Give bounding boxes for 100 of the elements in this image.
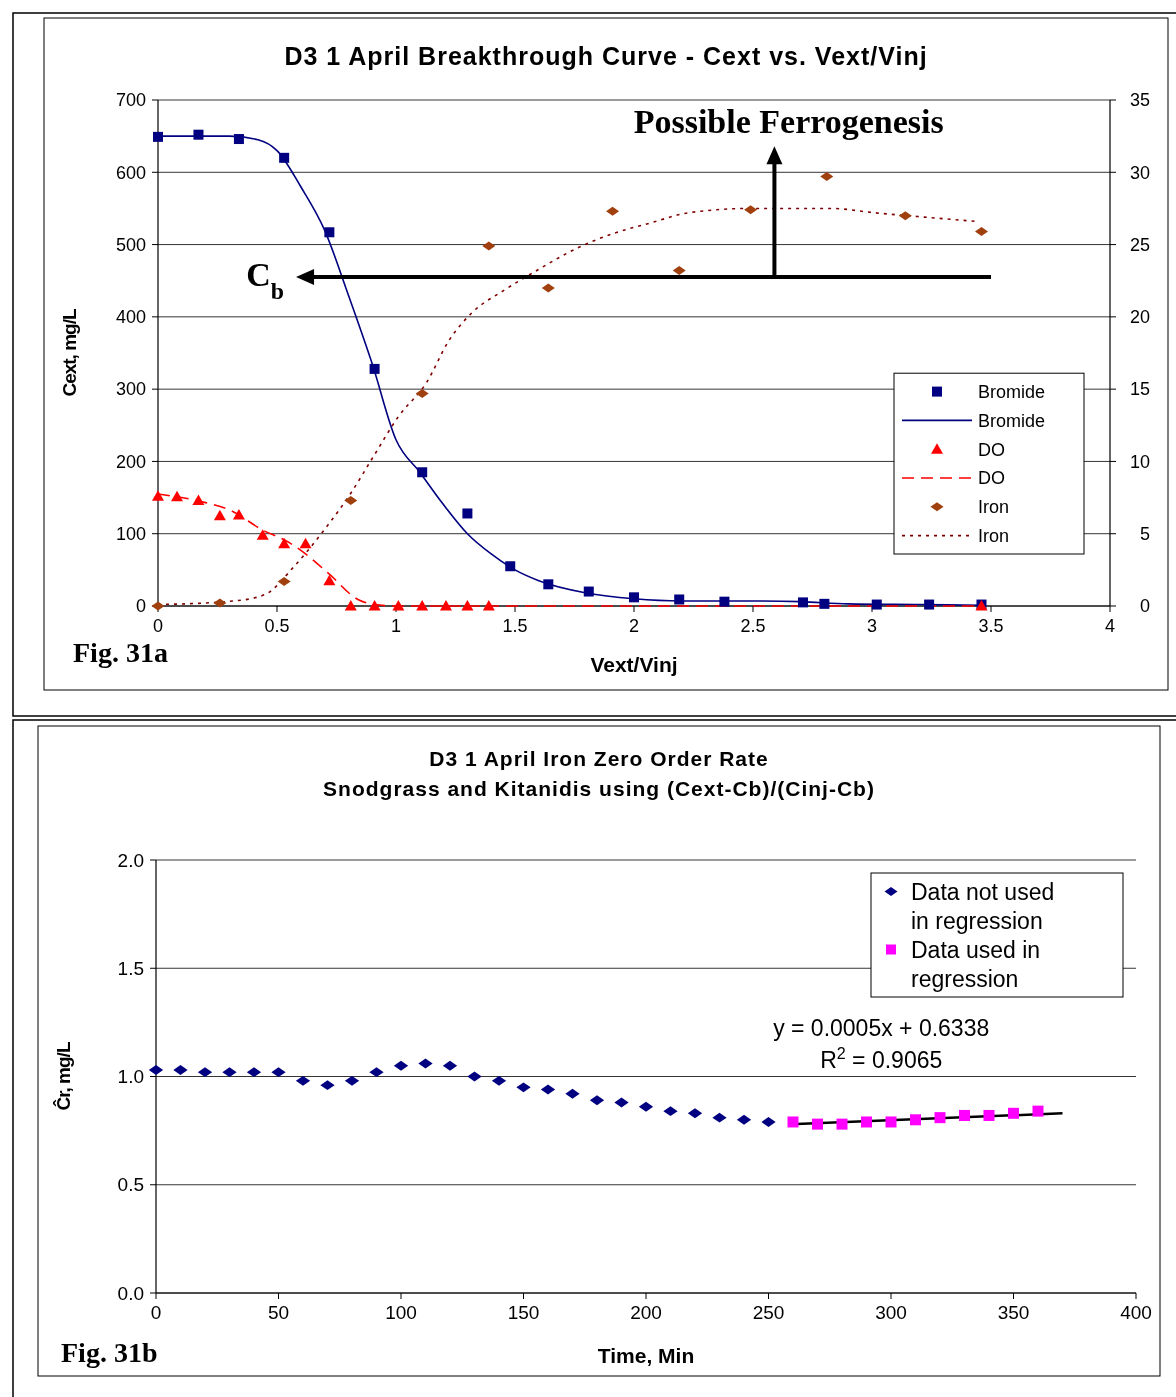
caption: Fig. 31b: [61, 1337, 158, 1368]
point: [418, 1058, 433, 1069]
point: [256, 529, 269, 540]
point: [320, 1080, 335, 1091]
point: [516, 1082, 531, 1093]
point: [222, 1067, 237, 1078]
x-axis-title: Vext/Vinj: [590, 653, 678, 676]
point: [543, 579, 554, 590]
x-tick-label: 2: [628, 616, 640, 636]
annotation: Possible Ferrogenesis: [633, 102, 944, 140]
point: [541, 283, 555, 293]
point: [674, 594, 685, 605]
y-tick-label: 500: [115, 234, 146, 255]
x-tick-label: 4: [1104, 616, 1116, 636]
point: [324, 227, 335, 238]
x-tick-label: 0.5: [264, 616, 290, 636]
point: [416, 600, 429, 611]
y-axis-title: Cext, mg/L: [59, 308, 80, 397]
point: [787, 1116, 799, 1128]
point: [151, 601, 165, 611]
point: [461, 600, 474, 611]
x-tick-label: 2.5: [740, 616, 766, 636]
point: [974, 227, 988, 237]
point: [505, 561, 516, 572]
x-tick-label: 0: [150, 1302, 162, 1323]
point: [417, 467, 428, 478]
y-tick-label: 1.0: [117, 1066, 144, 1088]
legend-label: DO: [978, 439, 1005, 460]
legend-label: DO: [978, 468, 1005, 489]
point: [820, 172, 834, 182]
y-tick-label: 200: [115, 451, 146, 472]
point: [392, 600, 405, 611]
x-axis-title: Time, Min: [597, 1344, 695, 1367]
legend-label: Iron: [978, 497, 1010, 518]
point: [171, 490, 184, 502]
point: [213, 509, 226, 521]
point: [232, 508, 245, 520]
chart-subtitle: Snodgrass and Kitanidis using (Cext-Cb)/(Cinj-Cb): [323, 777, 875, 800]
x-tick-label: 300: [875, 1302, 907, 1323]
y-tick-label: 0.5: [117, 1174, 144, 1196]
point: [565, 1088, 580, 1099]
point: [277, 576, 291, 586]
point: [153, 131, 163, 142]
point: [462, 508, 473, 519]
point: [192, 494, 205, 505]
y-tick-label: 400: [115, 307, 146, 328]
point: [467, 1071, 482, 1082]
y2-tick-label: 25: [1129, 234, 1150, 255]
point: [819, 598, 830, 609]
point: [482, 241, 496, 251]
point: [271, 1067, 286, 1078]
legend-label: Data not used in regression: [911, 878, 1055, 934]
x-tick-label: 1.5: [502, 616, 528, 636]
point: [934, 1112, 946, 1124]
caption: Fig. 31a: [73, 637, 168, 668]
point: [344, 600, 357, 611]
point: [983, 1109, 995, 1121]
point: [663, 1106, 678, 1117]
point: [439, 600, 452, 611]
x-tick-label: 1: [390, 616, 402, 636]
point: [299, 537, 312, 549]
point: [278, 537, 291, 549]
annotation: R$^{2}$ = 0.9065: [820, 1043, 943, 1073]
point: [482, 600, 495, 611]
x-tick-label: 150: [507, 1302, 540, 1323]
point: [959, 1109, 970, 1121]
point: [797, 597, 808, 608]
point: [614, 1097, 629, 1108]
x-tick-label: 400: [1120, 1302, 1152, 1323]
x-tick-label: 3.5: [978, 616, 1004, 636]
annotation: C$_{b}$: [246, 256, 285, 305]
y-tick-label: 600: [115, 162, 146, 183]
y2-tick-label: 30: [1129, 162, 1150, 183]
point: [1032, 1105, 1044, 1117]
y2-tick-label: 20: [1129, 307, 1150, 328]
x-tick-label: 50: [267, 1302, 290, 1323]
point: [719, 596, 730, 607]
point: [606, 206, 620, 216]
point: [193, 129, 204, 140]
point: [910, 1114, 921, 1126]
y2-tick-label: 35: [1129, 90, 1150, 111]
x-tick-label: 0: [152, 616, 164, 636]
point: [871, 599, 882, 610]
point: [152, 490, 164, 501]
x-tick-label: 250: [752, 1302, 785, 1323]
point: [583, 586, 594, 597]
x-tick-label: 200: [630, 1302, 662, 1323]
y-tick-label: 2.0: [117, 849, 144, 871]
point: [672, 266, 686, 276]
point: [369, 1067, 384, 1078]
point: [812, 1118, 823, 1130]
point: [885, 1116, 897, 1128]
y2-tick-label: 15: [1129, 379, 1150, 400]
y-tick-label: 0: [135, 596, 146, 617]
y2-tick-label: 10: [1129, 451, 1150, 472]
point: [898, 211, 912, 221]
y-tick-label: 700: [115, 90, 146, 111]
y2-tick-label: 0: [1139, 596, 1150, 617]
x-tick-label: 3: [866, 616, 878, 636]
point: [279, 152, 290, 163]
